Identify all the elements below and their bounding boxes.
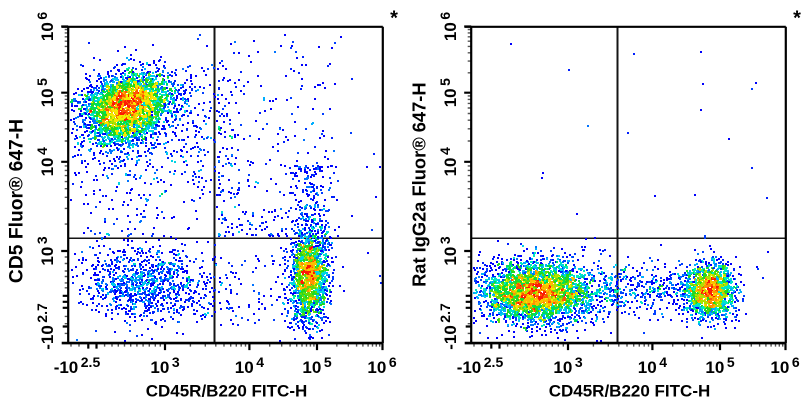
svg-text:*: *	[390, 8, 398, 30]
svg-text:CD45R/B220 FITC-H: CD45R/B220 FITC-H	[549, 382, 711, 401]
svg-text:CD45R/B220 FITC-H: CD45R/B220 FITC-H	[146, 382, 308, 401]
svg-text:Rat IgG2a Fluor® 647-H: Rat IgG2a Fluor® 647-H	[408, 82, 429, 286]
svg-text:CD5 Fluor® 647-H: CD5 Fluor® 647-H	[6, 119, 27, 283]
svg-text:*: *	[793, 8, 801, 30]
